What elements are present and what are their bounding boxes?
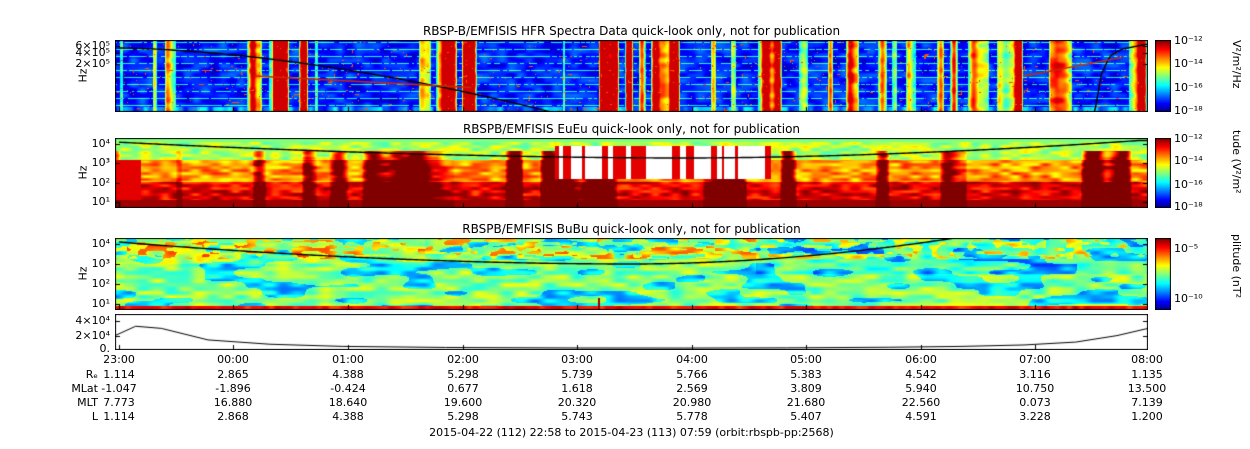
colorbar-tick-label: 10⁻¹⁸ <box>1174 104 1203 117</box>
y-tick-label: 4×10⁵ <box>75 46 110 59</box>
colorbar-tick-label: 10⁻¹⁶ <box>1174 178 1203 191</box>
hfr-spectrogram-canvas <box>115 40 1148 112</box>
colorbar-tick-label: 10⁻¹⁶ <box>1174 81 1203 94</box>
hfr-y-axis-label: Hz <box>76 68 90 83</box>
ephemeris-row-label: MLT <box>77 396 98 409</box>
ephemeris-value: 5.940 <box>905 382 937 395</box>
ephemeris-value: 1.200 <box>1131 410 1163 423</box>
y-tick-label: 10¹ <box>91 297 110 310</box>
ephemeris-value: 20.320 <box>557 396 597 409</box>
panel-title-eueu: RBSPB/EMFISIS EuEu quick-look only, not … <box>462 122 801 136</box>
y-tick-label: 10² <box>91 176 110 189</box>
time-tick-label: 07:00 <box>1019 353 1051 366</box>
y-tick-label: 2×10⁵ <box>75 57 110 70</box>
ephemeris-value: 22.560 <box>901 396 941 409</box>
ephemeris-value: 0.677 <box>447 382 479 395</box>
ephemeris-value: 5.739 <box>561 368 593 381</box>
time-tick-label: 00:00 <box>217 353 249 366</box>
y-tick-label: 10⁴ <box>91 137 110 150</box>
ephemeris-value: 21.680 <box>786 396 826 409</box>
ephemeris-value: 2.868 <box>217 410 249 423</box>
ephemeris-value: 20.980 <box>672 396 712 409</box>
ephemeris-value: 4.591 <box>905 410 937 423</box>
bubu-colorbar <box>1155 238 1171 310</box>
y-tick-label: 10² <box>91 277 110 290</box>
ephemeris-value: 5.383 <box>790 368 822 381</box>
y-tick-label: 10¹ <box>91 195 110 208</box>
hfr-colorbar-unit-label: V²/m²/Hz <box>1230 40 1243 89</box>
eueu-spectrogram-canvas <box>115 138 1148 208</box>
y-tick-label: 10³ <box>91 156 110 169</box>
colorbar-tick-label: 10⁻¹² <box>1174 132 1203 145</box>
panel-title-hfr: RBSP-B/EMFISIS HFR Spectra Data quick-lo… <box>422 24 841 38</box>
time-tick-label: 05:00 <box>790 353 822 366</box>
time-tick-label: 03:00 <box>561 353 593 366</box>
ephemeris-value: 5.766 <box>676 368 708 381</box>
ephemeris-value: 4.388 <box>332 410 364 423</box>
ephemeris-value: -1.896 <box>215 382 251 395</box>
eueu-colorbar-unit-label: tude (V²/m² <box>1230 130 1243 194</box>
time-tick-label: 04:00 <box>676 353 708 366</box>
ephemeris-value: 4.542 <box>905 368 937 381</box>
ephemeris-value: 16.880 <box>213 396 253 409</box>
y-tick-label: 0. <box>99 342 111 355</box>
colorbar-tick-label: 10⁻¹² <box>1174 34 1203 47</box>
colorbar-tick-label: 10⁻¹⁸ <box>1174 200 1203 213</box>
ephemeris-value: 7.773 <box>103 396 135 409</box>
y-tick-label: 6×10⁵ <box>75 39 110 52</box>
y-tick-label: 10³ <box>91 257 110 270</box>
ephemeris-value: 3.116 <box>1019 368 1051 381</box>
time-tick-label: 02:00 <box>447 353 479 366</box>
colorbar-tick-label: 10⁻¹⁰ <box>1174 292 1203 305</box>
ephemeris-value: 0.073 <box>1019 396 1051 409</box>
y-tick-label: 10⁴ <box>91 237 110 250</box>
y-tick-label: 2×10⁴ <box>75 329 110 342</box>
time-range-footer: 2015-04-22 (112) 22:58 to 2015-04-23 (11… <box>429 426 834 439</box>
ephemeris-value: 2.865 <box>217 368 249 381</box>
ephemeris-value: 5.778 <box>676 410 708 423</box>
ephemeris-value: 18.640 <box>328 396 368 409</box>
colorbar-tick-label: 10⁻⁵ <box>1174 242 1199 255</box>
time-tick-label: 08:00 <box>1131 353 1163 366</box>
ephemeris-value: 5.298 <box>447 410 479 423</box>
ephemeris-value: 1.618 <box>561 382 593 395</box>
ephemeris-value: 7.139 <box>1131 396 1163 409</box>
time-tick-label: 01:00 <box>332 353 364 366</box>
colorbar-tick-label: 10⁻¹⁴ <box>1174 154 1203 167</box>
ephemeris-value: 3.809 <box>790 382 822 395</box>
y-tick-label: 4×10⁴ <box>75 314 110 327</box>
ephemeris-value: 2.569 <box>676 382 708 395</box>
panel-title-bubu: RBSPB/EMFISIS BuBu quick-look only, not … <box>462 222 801 236</box>
frequency-line-panel-canvas <box>115 314 1148 350</box>
ephemeris-value: 10.750 <box>1015 382 1055 395</box>
bubu-spectrogram-canvas <box>115 238 1148 310</box>
eueu-colorbar <box>1155 138 1171 208</box>
ephemeris-value: 3.228 <box>1019 410 1051 423</box>
ephemeris-value: -0.424 <box>330 382 366 395</box>
ephemeris-value: 4.388 <box>332 368 364 381</box>
ephemeris-value: -1.047 <box>101 382 137 395</box>
ephemeris-value: 1.135 <box>1131 368 1163 381</box>
ephemeris-value: 5.407 <box>790 410 822 423</box>
time-tick-label: 06:00 <box>905 353 937 366</box>
ephemeris-value: 13.500 <box>1127 382 1167 395</box>
ephemeris-value: 5.298 <box>447 368 479 381</box>
time-tick-label: 23:00 <box>103 353 135 366</box>
ephemeris-value: 1.114 <box>103 410 135 423</box>
ephemeris-row-label: MLat <box>71 382 98 395</box>
bubu-colorbar-unit-label: plitude (nT² <box>1230 234 1243 299</box>
ephemeris-value: 5.743 <box>561 410 593 423</box>
ephemeris-row-label: Rₑ <box>85 368 98 381</box>
hfr-colorbar <box>1155 40 1171 112</box>
colorbar-tick-label: 10⁻¹⁴ <box>1174 57 1203 70</box>
ephemeris-row-label: L <box>91 410 98 423</box>
ephemeris-value: 19.600 <box>443 396 483 409</box>
ephemeris-value: 1.114 <box>103 368 135 381</box>
